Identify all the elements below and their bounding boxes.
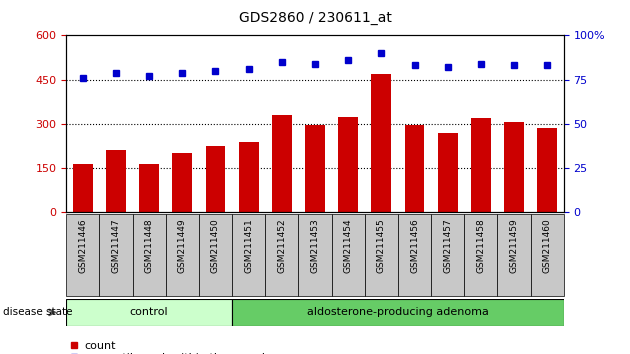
- FancyBboxPatch shape: [398, 214, 431, 296]
- FancyBboxPatch shape: [66, 299, 232, 326]
- FancyBboxPatch shape: [166, 214, 199, 296]
- Bar: [404, 125, 425, 212]
- Bar: [438, 133, 457, 212]
- Text: GSM211447: GSM211447: [112, 218, 120, 273]
- FancyBboxPatch shape: [132, 214, 166, 296]
- FancyBboxPatch shape: [100, 214, 132, 296]
- Legend: count, percentile rank within the sample: count, percentile rank within the sample: [66, 336, 276, 354]
- FancyBboxPatch shape: [431, 214, 464, 296]
- Bar: [139, 164, 159, 212]
- Bar: [205, 146, 226, 212]
- Bar: [305, 125, 325, 212]
- FancyBboxPatch shape: [66, 214, 100, 296]
- Text: GSM211454: GSM211454: [344, 218, 353, 273]
- Text: GSM211449: GSM211449: [178, 218, 186, 273]
- Text: GSM211460: GSM211460: [543, 218, 552, 273]
- Text: disease state: disease state: [3, 307, 72, 318]
- Text: GSM211448: GSM211448: [145, 218, 154, 273]
- Text: GSM211457: GSM211457: [444, 218, 452, 273]
- Bar: [537, 128, 557, 212]
- Text: GDS2860 / 230611_at: GDS2860 / 230611_at: [239, 11, 391, 25]
- FancyBboxPatch shape: [530, 214, 564, 296]
- FancyBboxPatch shape: [464, 214, 498, 296]
- FancyBboxPatch shape: [498, 214, 530, 296]
- Text: GSM211458: GSM211458: [476, 218, 485, 273]
- Text: GSM211450: GSM211450: [211, 218, 220, 273]
- FancyBboxPatch shape: [232, 299, 564, 326]
- FancyBboxPatch shape: [199, 214, 232, 296]
- FancyBboxPatch shape: [331, 214, 365, 296]
- Bar: [73, 164, 93, 212]
- Bar: [504, 122, 524, 212]
- Bar: [372, 74, 391, 212]
- Text: GSM211455: GSM211455: [377, 218, 386, 273]
- Text: GSM211459: GSM211459: [510, 218, 518, 273]
- Bar: [239, 142, 258, 212]
- FancyBboxPatch shape: [365, 214, 398, 296]
- FancyBboxPatch shape: [265, 214, 299, 296]
- Bar: [471, 118, 491, 212]
- FancyBboxPatch shape: [299, 214, 331, 296]
- Text: GSM211456: GSM211456: [410, 218, 419, 273]
- Text: GSM211446: GSM211446: [78, 218, 87, 273]
- Text: aldosterone-producing adenoma: aldosterone-producing adenoma: [307, 307, 489, 318]
- Text: GSM211451: GSM211451: [244, 218, 253, 273]
- Bar: [338, 116, 358, 212]
- Text: GSM211452: GSM211452: [277, 218, 286, 273]
- Bar: [173, 153, 192, 212]
- Text: control: control: [130, 307, 168, 318]
- Bar: [272, 115, 292, 212]
- Text: GSM211453: GSM211453: [311, 218, 319, 273]
- FancyBboxPatch shape: [232, 214, 265, 296]
- Bar: [106, 150, 126, 212]
